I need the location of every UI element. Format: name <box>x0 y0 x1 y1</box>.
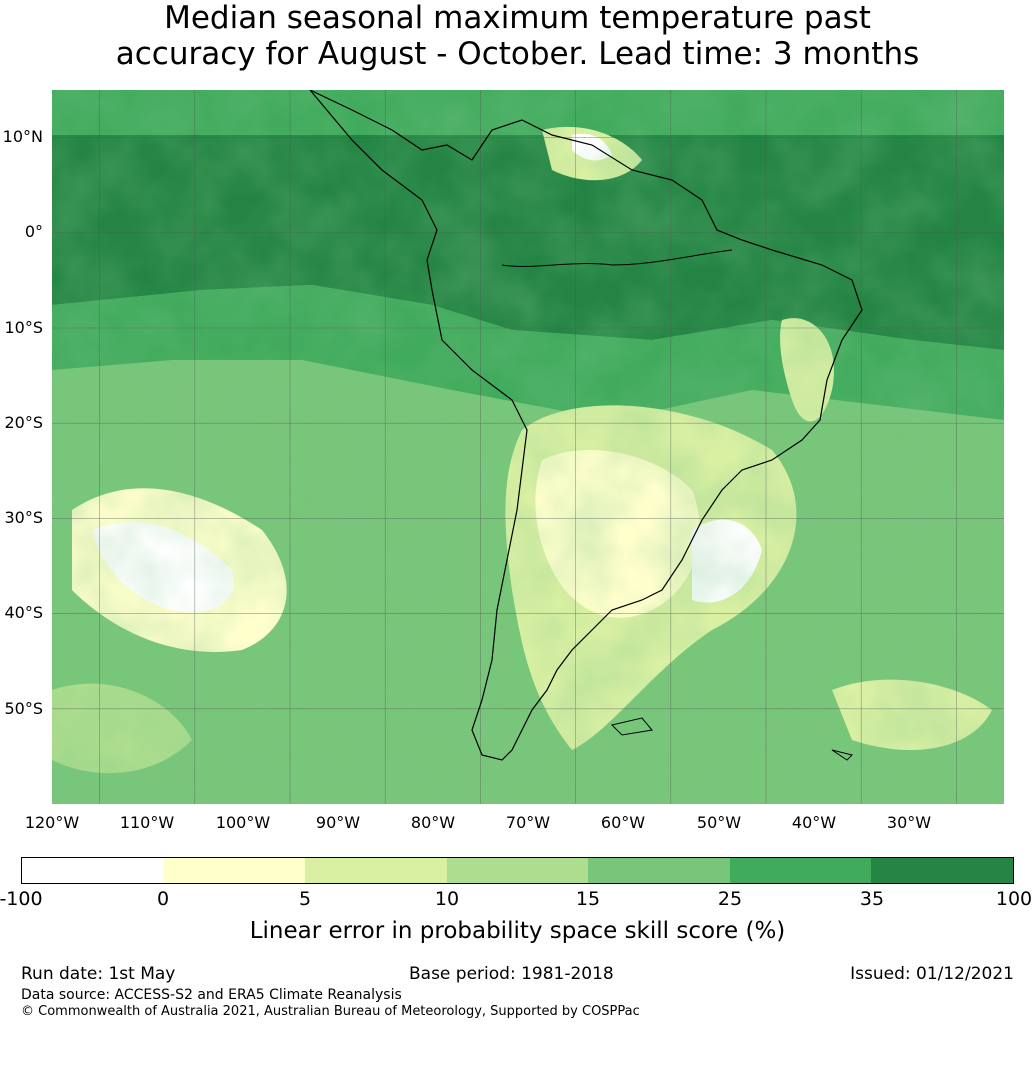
lat-label-0: 0° <box>24 222 43 241</box>
map-canvas <box>52 90 1004 804</box>
lon-label-120w: 120°W <box>24 813 80 832</box>
run-date: Run date: 1st May <box>21 964 176 984</box>
base-period: Base period: 1981-2018 <box>409 964 614 984</box>
map-title-line-2: accuracy for August - October. Lead time… <box>115 36 920 72</box>
coastline-south-america <box>309 90 863 761</box>
colorbar-segment <box>22 858 164 883</box>
coastline-falkland-islands <box>611 717 653 736</box>
colorbar <box>21 857 1014 884</box>
lon-label-80w: 80°W <box>410 813 456 832</box>
colorbar-tick: -100 <box>0 888 43 910</box>
colorbar-label: Linear error in probability space skill … <box>249 918 786 944</box>
map-title-line-1: Median seasonal maximum temperature past <box>164 0 871 36</box>
copyright: © Commonwealth of Australia 2021, Austra… <box>21 1004 640 1019</box>
colorbar-tick: 10 <box>434 888 460 910</box>
colorbar-segment <box>446 858 589 883</box>
colorbar-tick: 100 <box>995 888 1033 910</box>
colorbar-segment <box>163 858 306 883</box>
lat-label-10n: 10°N <box>2 127 43 146</box>
lat-label-10s: 10°S <box>4 318 43 337</box>
colorbar-tick: 0 <box>156 888 170 910</box>
lon-label-100w: 100°W <box>215 813 271 832</box>
lon-label-30w: 30°W <box>886 813 932 832</box>
lon-label-110w: 110°W <box>119 813 175 832</box>
colorbar-tick: 15 <box>575 888 601 910</box>
coastline-south-georgia <box>831 749 853 761</box>
colorbar-segment <box>871 858 1014 883</box>
lon-label-60w: 60°W <box>600 813 646 832</box>
colorbar-segment <box>729 858 872 883</box>
skill-field-texture <box>52 90 1004 804</box>
lat-label-20s: 20°S <box>4 413 43 432</box>
lon-label-70w: 70°W <box>505 813 551 832</box>
colorbar-tick: 25 <box>717 888 743 910</box>
lon-label-90w: 90°W <box>315 813 361 832</box>
lat-label-40s: 40°S <box>4 603 43 622</box>
colorbar-tick: 5 <box>298 888 312 910</box>
river-amazon <box>501 249 733 267</box>
colorbar-segment <box>305 858 447 883</box>
issued-date: Issued: 01/12/2021 <box>850 964 1014 984</box>
graticule <box>52 90 1004 804</box>
skill-score-map <box>52 90 1004 804</box>
lat-label-50s: 50°S <box>4 699 43 718</box>
colorbar-tick: 35 <box>859 888 885 910</box>
lon-label-50w: 50°W <box>696 813 742 832</box>
data-source: Data source: ACCESS-S2 and ERA5 Climate … <box>21 987 402 1003</box>
lon-label-40w: 40°W <box>791 813 837 832</box>
colorbar-segment <box>588 858 730 883</box>
lat-label-30s: 30°S <box>4 508 43 527</box>
